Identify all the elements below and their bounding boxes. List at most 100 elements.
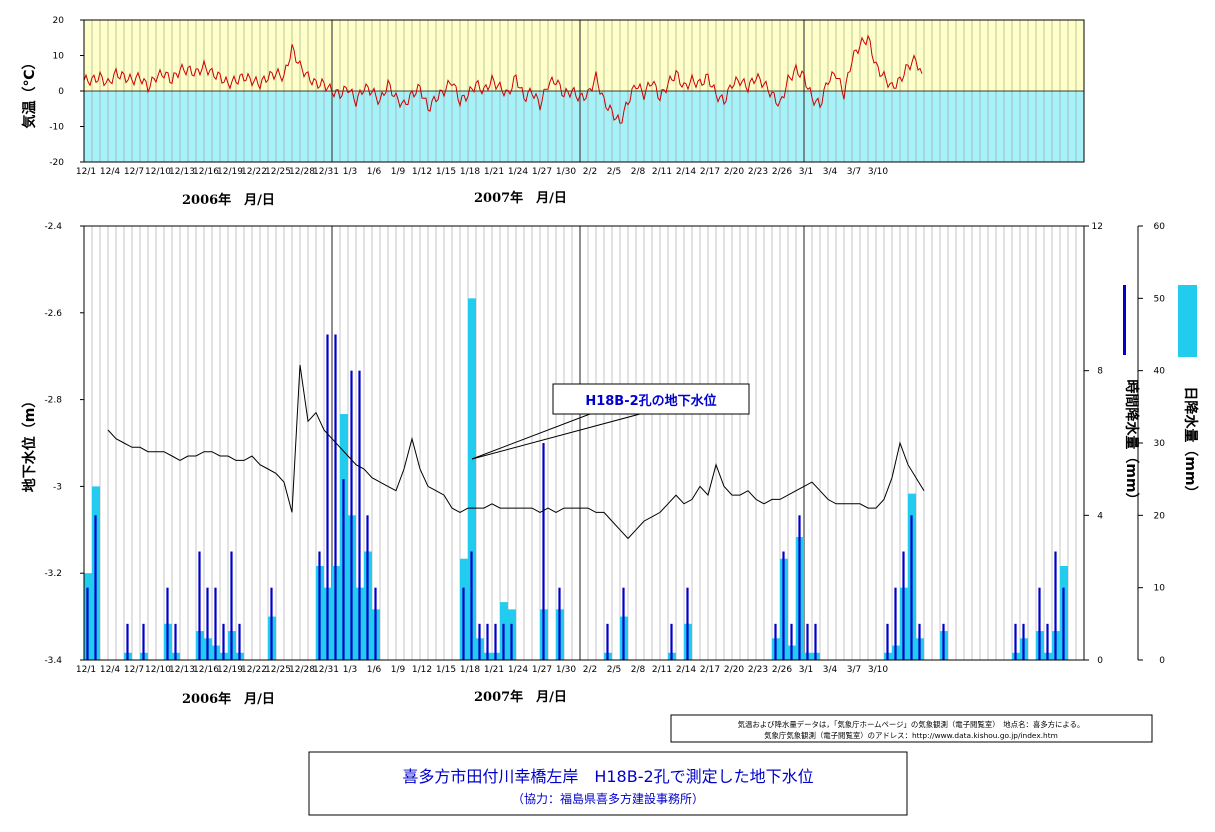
- temperature-grid: [83, 20, 1084, 162]
- temperature-x-tick-label: 12/7: [124, 167, 144, 177]
- hourly-precipitation-bar: [462, 587, 465, 660]
- hourly-precipitation-bar: [470, 551, 473, 660]
- temperature-x-tick-label: 2/20: [724, 167, 744, 177]
- groundwater-x-tick-label: 1/9: [391, 665, 406, 675]
- groundwater-x-tick-label: 1/12: [412, 665, 432, 675]
- caption-box: [308, 751, 908, 816]
- hourly-precipitation-bar: [342, 479, 345, 660]
- daily-precipitation-y-ticks: 60 50 40 30 20 10 0: [1138, 222, 1165, 666]
- hourly-precipitation-bar: [1054, 551, 1057, 660]
- hourly-precipitation-bar: [1046, 623, 1049, 660]
- groundwater-plot-area: [84, 226, 1084, 660]
- hourly-precipitation-bar: [814, 623, 817, 660]
- groundwater-x-tick-label: 2/17: [700, 665, 720, 675]
- hourly-precipitation-bar: [622, 587, 625, 660]
- groundwater-x-tick-label: 3/4: [823, 665, 838, 675]
- hourly-precipitation-bar: [358, 370, 361, 660]
- temperature-year-label-2006: 2006年 月/日: [182, 192, 275, 208]
- temperature-year-label-2007: 2007年 月/日: [474, 190, 567, 206]
- hourly-precipitation-bar: [174, 623, 177, 660]
- temperature-x-tick-label: 2/2: [583, 167, 597, 177]
- groundwater-x-tick-label: 3/10: [868, 665, 888, 675]
- hourly-precipitation-bar: [126, 623, 129, 660]
- groundwater-x-tick-label: 2/8: [631, 665, 646, 675]
- annotation-leader: [471, 413, 641, 460]
- temperature-x-tick-label: 1/24: [508, 167, 528, 177]
- hourly-precipitation-bar: [806, 623, 809, 660]
- temperature-x-tick-label: 12/28: [289, 167, 315, 177]
- hourly-precipitation-bar: [214, 587, 217, 660]
- groundwater-year-label-2006: 2006年 月/日: [182, 691, 275, 707]
- temperature-x-tick-label: 1/18: [460, 167, 480, 177]
- hourly-precipitation-bar: [486, 623, 489, 660]
- groundwater-x-tick-label: 1/3: [343, 665, 357, 675]
- temperature-x-tick-label: 1/3: [343, 167, 357, 177]
- groundwater-x-tick-label: 2/23: [748, 665, 768, 675]
- groundwater-x-tick-label: 1/18: [460, 665, 480, 675]
- temperature-x-tick-label: 12/19: [217, 167, 243, 177]
- temperature-line: [83, 34, 923, 124]
- groundwater-x-tick-label: 1/27: [532, 665, 552, 675]
- daily-y-tick-label: 0: [1159, 656, 1165, 666]
- temperature-y-tick-label: 0: [58, 87, 64, 97]
- hourly-precipitation-bar: [558, 587, 561, 660]
- groundwater-x-tick-label: 12/16: [193, 665, 219, 675]
- caption: 喜多方市田付川幸橋左岸 H18B-2孔で測定した地下水位 （協力：福島県喜多方建…: [308, 751, 908, 816]
- hourly-precipitation-bar: [198, 551, 201, 660]
- hourly-precipitation-bar: [478, 623, 481, 660]
- groundwater-x-tick-label: 12/1: [76, 665, 96, 675]
- temperature-x-tick-label: 2/17: [700, 167, 720, 177]
- hourly-precipitation-bar: [142, 623, 145, 660]
- temperature-x-tick-label: 3/7: [847, 167, 861, 177]
- temperature-x-tick-label: 12/16: [193, 167, 219, 177]
- hourly-precipitation-bars: [86, 334, 1065, 660]
- groundwater-y-tick-label: -2.8: [44, 396, 62, 406]
- hourly-precipitation-bar: [86, 587, 89, 660]
- annotation-label: H18B-2孔の地下水位: [585, 393, 716, 409]
- hourly-precipitation-bar: [230, 551, 233, 660]
- hourly-precipitation-bar: [366, 515, 369, 660]
- groundwater-x-tick-label: 12/25: [265, 665, 291, 675]
- hourly-precipitation-bar: [774, 623, 777, 660]
- daily-y-tick-label: 10: [1154, 584, 1166, 594]
- temperature-x-tick-label: 2/5: [607, 167, 621, 177]
- groundwater-x-tick-label: 12/28: [289, 665, 315, 675]
- temperature-y-tick-label: -20: [49, 158, 64, 168]
- temperature-x-tick-label: 3/1: [799, 167, 813, 177]
- hourly-precipitation-bar: [206, 587, 209, 660]
- groundwater-x-tick-label: 12/31: [313, 665, 339, 675]
- source-note: 気温および降水量データは，「気象庁ホームページ」の気象観測（電子閲覧室） 地点名…: [670, 714, 1153, 743]
- groundwater-level-line: [107, 364, 925, 540]
- temperature-x-tick-label: 2/8: [631, 167, 646, 177]
- groundwater-x-tick-label: 2/5: [607, 665, 621, 675]
- temperature-x-tick-label: 1/30: [556, 167, 576, 177]
- hourly-precipitation-bar: [166, 587, 169, 660]
- groundwater-x-tick-label: 1/6: [367, 665, 382, 675]
- hourly-precipitation-bar: [1062, 587, 1065, 660]
- temperature-x-tick-label: 1/12: [412, 167, 432, 177]
- groundwater-x-tick-label: 3/1: [799, 665, 813, 675]
- groundwater-y-tick-label: -3: [53, 482, 62, 492]
- temperature-x-tick-label: 2/26: [772, 167, 792, 177]
- hourly-precipitation-bar: [270, 587, 273, 660]
- groundwater-x-ticks: 12/1 12/4 12/7 12/1012/1312/1612/1912/2212/…: [76, 665, 888, 675]
- daily-y-tick-label: 60: [1154, 222, 1166, 232]
- temperature-x-tick-label: 12/10: [145, 167, 171, 177]
- groundwater-x-tick-label: 2/14: [676, 665, 696, 675]
- daily-y-tick-label: 20: [1154, 511, 1166, 521]
- daily-y-tick-label: 30: [1154, 439, 1166, 449]
- groundwater-x-tick-label: 12/19: [217, 665, 243, 675]
- hourly-precipitation-legend-swatch: [1123, 285, 1126, 355]
- hourly-precipitation-bar: [886, 623, 889, 660]
- groundwater-x-tick-label: 2/11: [652, 665, 672, 675]
- hourly-y-tick-label: 4: [1097, 511, 1103, 521]
- temperature-y-axis-title: 気温（℃）: [21, 56, 38, 129]
- groundwater-x-tick-label: 1/24: [508, 665, 528, 675]
- hourly-precipitation-bar: [222, 623, 225, 660]
- hourly-precipitation-bar: [1022, 623, 1025, 660]
- hourly-precipitation-bar: [494, 623, 497, 660]
- source-note-box: [670, 714, 1153, 743]
- groundwater-y-tick-label: -2.4: [44, 222, 62, 232]
